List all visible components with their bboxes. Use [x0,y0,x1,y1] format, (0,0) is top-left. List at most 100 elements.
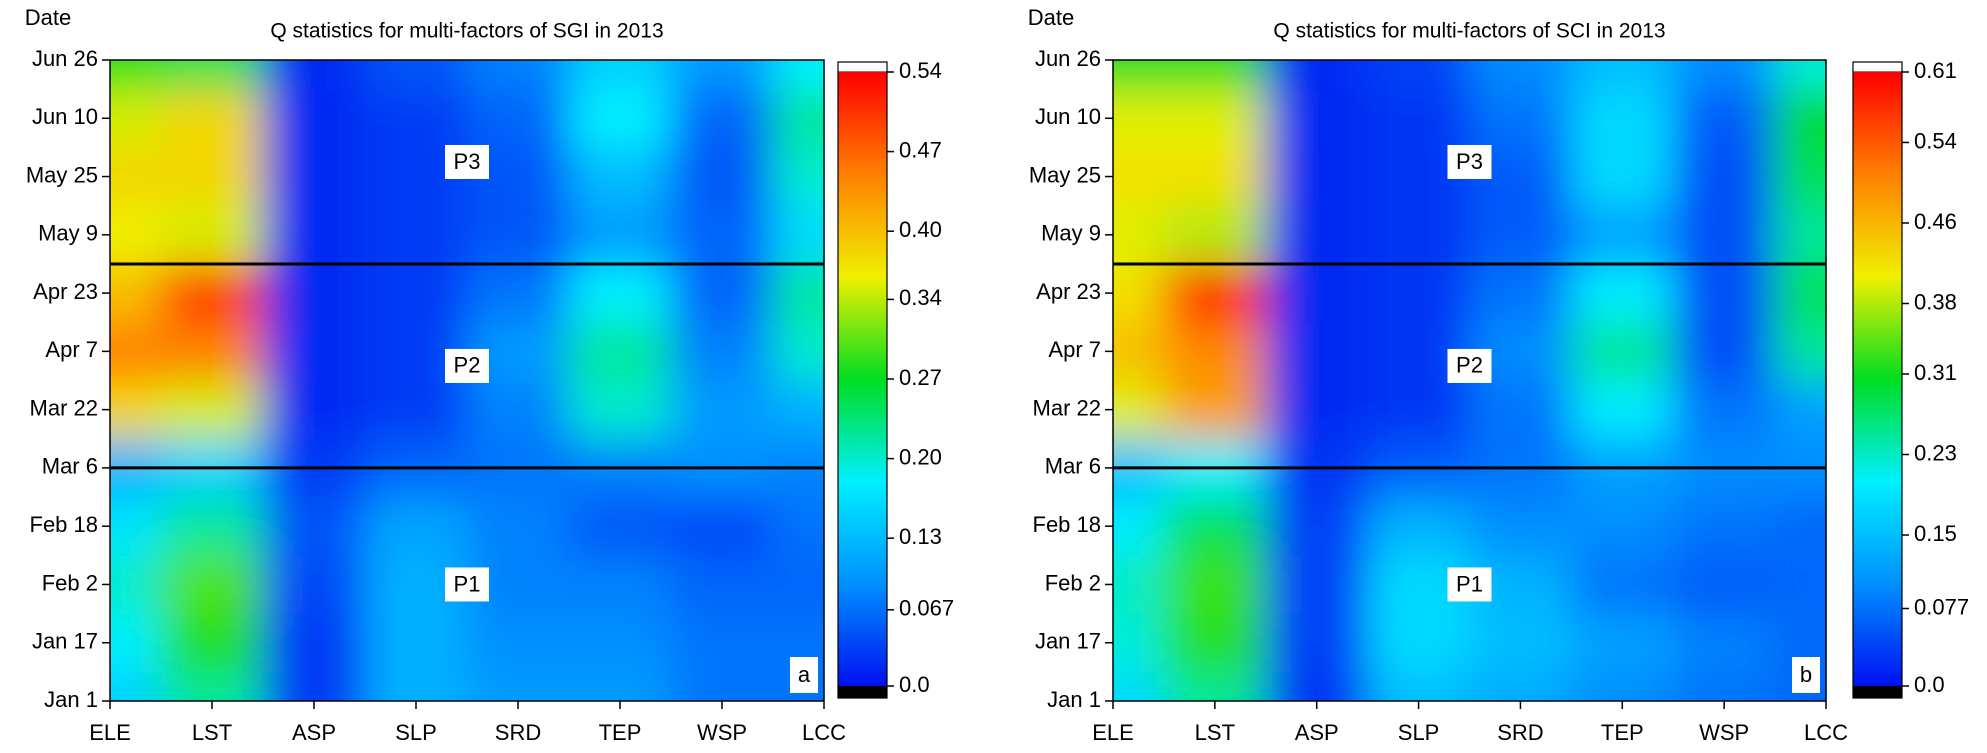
heat-cell [467,380,569,440]
heat-cell [1571,613,1674,673]
x-tick-label: SLP [395,720,437,745]
heat-cell [1163,613,1266,673]
panel-label: a [798,662,811,687]
heat-cell [1265,671,1368,701]
heat-cell [161,555,263,615]
period-label-box [445,144,489,179]
heat-cell [1673,60,1776,90]
colorbar-under [838,686,887,698]
heat-cell [1469,205,1572,265]
heat-cell [1571,263,1674,323]
heat-cell [161,263,263,323]
x-tick-label: LCC [1804,720,1848,745]
y-tick-label: May 9 [1041,221,1101,246]
heat-cell [365,671,467,701]
heat-cell [1265,322,1368,381]
heat-cell [161,613,263,673]
heat-cell [569,555,671,615]
colorbar-tick-label: 0.46 [1914,209,1957,234]
colorbar-tick-label: 0.0 [899,672,930,697]
heat-cell [671,205,773,265]
heat-cell [1571,89,1674,148]
heat-cell [161,497,263,556]
heat-cell [773,147,824,207]
heat-cell [1163,60,1266,90]
heat-cell [365,497,467,556]
heat-cell [1113,263,1164,323]
y-tick-label: Apr 7 [45,337,98,362]
heat-cell [110,555,161,615]
heat-cell [1571,380,1674,440]
heat-cell [1163,147,1266,207]
period-label: P3 [454,149,481,174]
colorbar-tick-label: 0.0 [1914,672,1945,697]
heat-cell [1113,380,1164,440]
heat-cell [1571,497,1674,556]
heat-cell [1673,205,1776,265]
heat-cell [569,380,671,440]
y-tick-label: May 25 [1029,162,1101,187]
heat-cell [569,613,671,673]
panel-label: b [1800,662,1812,687]
heat-cell [1113,555,1164,615]
heat-cell [110,613,161,673]
heat-cell [110,263,161,323]
y-tick-label: Apr 7 [1048,337,1101,362]
heat-cell [1163,555,1266,615]
heat-cell [263,322,365,381]
y-tick-label: Mar 6 [1045,454,1101,479]
heat-cell [1673,555,1776,615]
heat-cell [671,89,773,148]
heat-cell [1673,147,1776,207]
heat-cell [773,205,824,265]
heat-cell [671,613,773,673]
heat-cell [1265,263,1368,323]
period-label-box [445,348,489,383]
heat-cell [1113,89,1164,148]
heat-cell [263,147,365,207]
heat-cell [1673,322,1776,381]
heat-cell [161,147,263,207]
heat-cell [671,380,773,440]
heat-cell [1775,60,1826,90]
panel: Q statistics for multi-factors of SGI in… [25,5,954,745]
colorbar-tick-label: 0.27 [899,365,942,390]
heat-cell [467,205,569,265]
heat-cell [263,555,365,615]
y-tick-label: Jan 1 [44,687,98,712]
heat-cell [263,497,365,556]
heat-cell [1673,671,1776,701]
y-tick-label: Jun 26 [32,46,98,71]
x-tick-label: ELE [89,720,131,745]
heat-cell [467,89,569,148]
heat-cell [263,60,365,90]
heat-cell [1163,497,1266,556]
heat-cell [1367,89,1470,148]
heat-cell [1163,671,1266,701]
plot-area [110,60,824,701]
heat-cell [1469,263,1572,323]
heat-cell [1265,60,1368,90]
heat-cell [1265,555,1368,615]
heat-cell [110,89,161,148]
x-tick-label: LCC [802,720,846,745]
heat-cell [671,671,773,701]
heat-cell [773,322,824,381]
colorbar-tick-label: 0.077 [1914,594,1969,619]
colorbar-tick-label: 0.54 [1914,128,1957,153]
heat-cell [1367,205,1470,265]
heat-cell [263,671,365,701]
heat-cell [467,613,569,673]
heat-cell [365,89,467,148]
heat-cell [1367,263,1470,323]
x-tick-label: ASP [292,720,336,745]
heat-cell [1571,555,1674,615]
heat-cell [1265,205,1368,265]
heat-cell [1469,497,1572,556]
x-tick-label: WSP [1699,720,1749,745]
heat-cell [1469,60,1572,90]
heat-cell [569,322,671,381]
heat-cell [773,89,824,148]
colorbar-tick-label: 0.40 [899,217,942,242]
